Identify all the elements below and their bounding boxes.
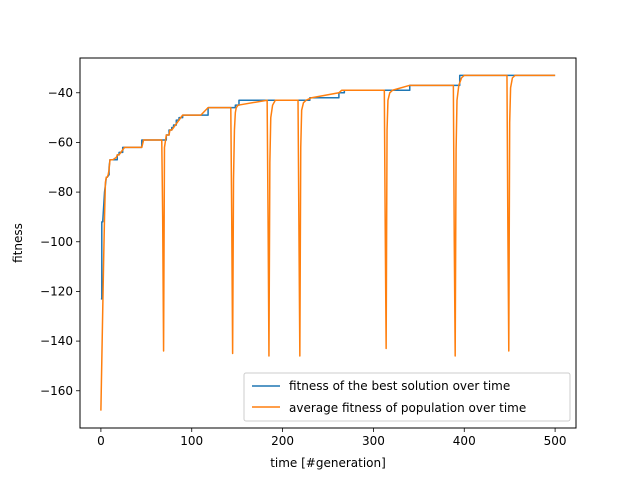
series-layer: [100, 74, 556, 411]
legend-label-average: average fitness of population over time: [289, 401, 526, 415]
legend-box: [243, 372, 571, 422]
x-axis-label: time [#generation]: [270, 456, 386, 470]
y-tick-label: −40: [48, 86, 73, 100]
y-tick-label: −100: [40, 235, 73, 249]
plot-frame: [79, 57, 577, 429]
ticks-layer: 0 100 200 300 400 500 −160 −140 −120 −100 −80 −60 −4…: [40, 86, 567, 448]
legend: fitness of the best solution over time a…: [243, 372, 571, 422]
y-axis-label: fitness: [11, 223, 25, 263]
y-tick-label: −160: [40, 384, 73, 398]
x-tick-label: 400: [453, 434, 476, 448]
y-tick-label: −120: [40, 284, 73, 298]
x-tick-label: 200: [271, 434, 294, 448]
y-tick-label: −140: [40, 334, 73, 348]
x-tick-label: 300: [362, 434, 385, 448]
x-tick-label: 100: [180, 434, 203, 448]
series-line-average-fitness: [100, 74, 556, 411]
x-tick-label: 500: [544, 434, 567, 448]
y-tick-label: −60: [48, 135, 73, 149]
y-tick-label: −80: [48, 185, 73, 199]
legend-label-best: fitness of the best solution over time: [289, 379, 510, 393]
x-tick-label: 0: [97, 434, 105, 448]
